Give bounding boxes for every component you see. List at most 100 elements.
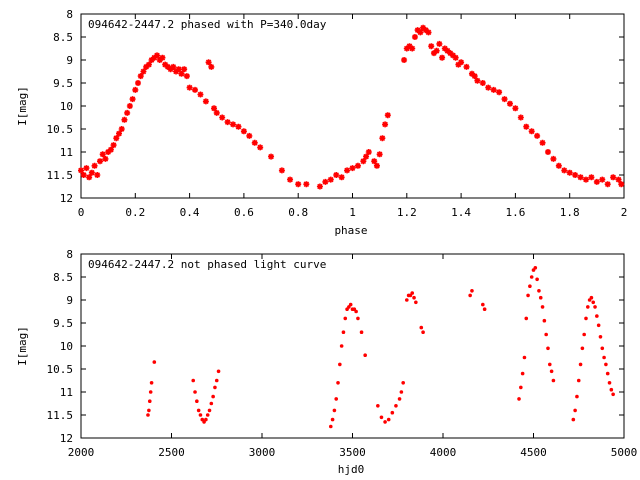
data-point [146,413,150,417]
data-point [490,86,497,93]
data-point [577,174,584,181]
data-point [600,346,605,351]
data-point [145,61,152,68]
data-point [471,73,478,80]
data-point [405,298,409,302]
data-point [399,390,404,394]
data-point [363,353,367,358]
data-point [214,378,219,383]
data-point [207,408,212,413]
data-point [126,103,133,109]
data-point [327,176,334,183]
data-point [303,181,310,188]
data-point [354,162,361,169]
data-point [373,162,380,169]
data-point [506,100,513,107]
data-point [316,183,323,190]
data-point [615,176,622,183]
data-point [582,332,586,337]
data-point [154,52,161,59]
data-point [91,162,98,169]
data-point [474,77,481,84]
data-point [544,149,551,155]
data-point [208,63,215,70]
plot-frame [80,253,625,439]
data-point [334,397,339,401]
data-point [468,70,475,77]
data-point [170,63,177,70]
y-tick-label: 11 [60,146,73,159]
data-point [428,43,435,50]
data-point [463,63,470,70]
data-point [159,54,166,61]
data-point [578,362,583,367]
data-point [195,399,199,404]
data-point [343,316,348,321]
data-point [412,295,416,300]
data-point [178,70,185,77]
data-point [333,172,340,178]
data-point [363,153,370,160]
data-point [479,80,486,86]
data-point [105,149,112,155]
y-tick-label: 12 [60,432,73,445]
data-point [219,114,226,121]
data-point [341,330,346,335]
data-point [148,57,155,63]
data-point [403,45,410,52]
data-point [384,112,391,119]
data-point [576,378,581,383]
data-point [542,318,547,323]
y-tick-label: 8.5 [53,271,73,284]
data-point [359,330,364,335]
x-tick-label: 5000 [611,446,638,459]
data-point [211,105,218,112]
data-point [97,158,104,165]
data-point [549,369,554,374]
data-point [406,43,413,50]
data-point [566,169,573,176]
data-point [230,121,237,128]
data-point [365,149,372,155]
data-point [482,307,487,312]
data-point [191,378,196,383]
data-point [383,420,387,424]
data-point [425,29,432,36]
data-point [452,54,459,61]
data-point [436,40,443,47]
y-tick-label: 9.5 [53,77,73,90]
data-point [575,394,579,399]
data-point [322,178,329,185]
y-tick-label: 8 [66,248,73,261]
data-point [118,126,125,132]
data-point [401,381,405,385]
y-tick-label: 11.5 [47,409,74,422]
data-point [526,293,530,298]
phased-light-curve-chart: 0 0.2 0.4 0.6 0.8 1 1.2 1.4 1.6 1.8 2 8 8.5 9 9.5 10 10.… [16,8,627,237]
data-point [599,176,606,183]
data-point [193,390,197,394]
y-tick-label: 12 [60,192,73,205]
data-point [224,119,231,126]
data-point [533,266,538,270]
data-point [382,121,389,128]
data-point [551,378,556,383]
data-point [517,397,521,401]
data-point [80,172,87,178]
data-point [268,153,275,160]
data-point [512,105,519,112]
data-point [204,417,208,422]
data-point [610,174,617,181]
data-point [379,415,384,420]
y-tick-label: 9 [66,54,73,67]
x-tick-label: 0.2 [125,206,145,219]
data-point [94,172,101,178]
data-point [349,165,356,172]
x-tick-label: 1.4 [451,206,471,219]
data-point [544,332,548,337]
data-point [481,302,485,307]
data-point [550,155,557,162]
data-point [602,355,606,360]
y-tick-label: 8 [66,8,73,21]
x-axis-label: hjd0 [338,463,365,476]
